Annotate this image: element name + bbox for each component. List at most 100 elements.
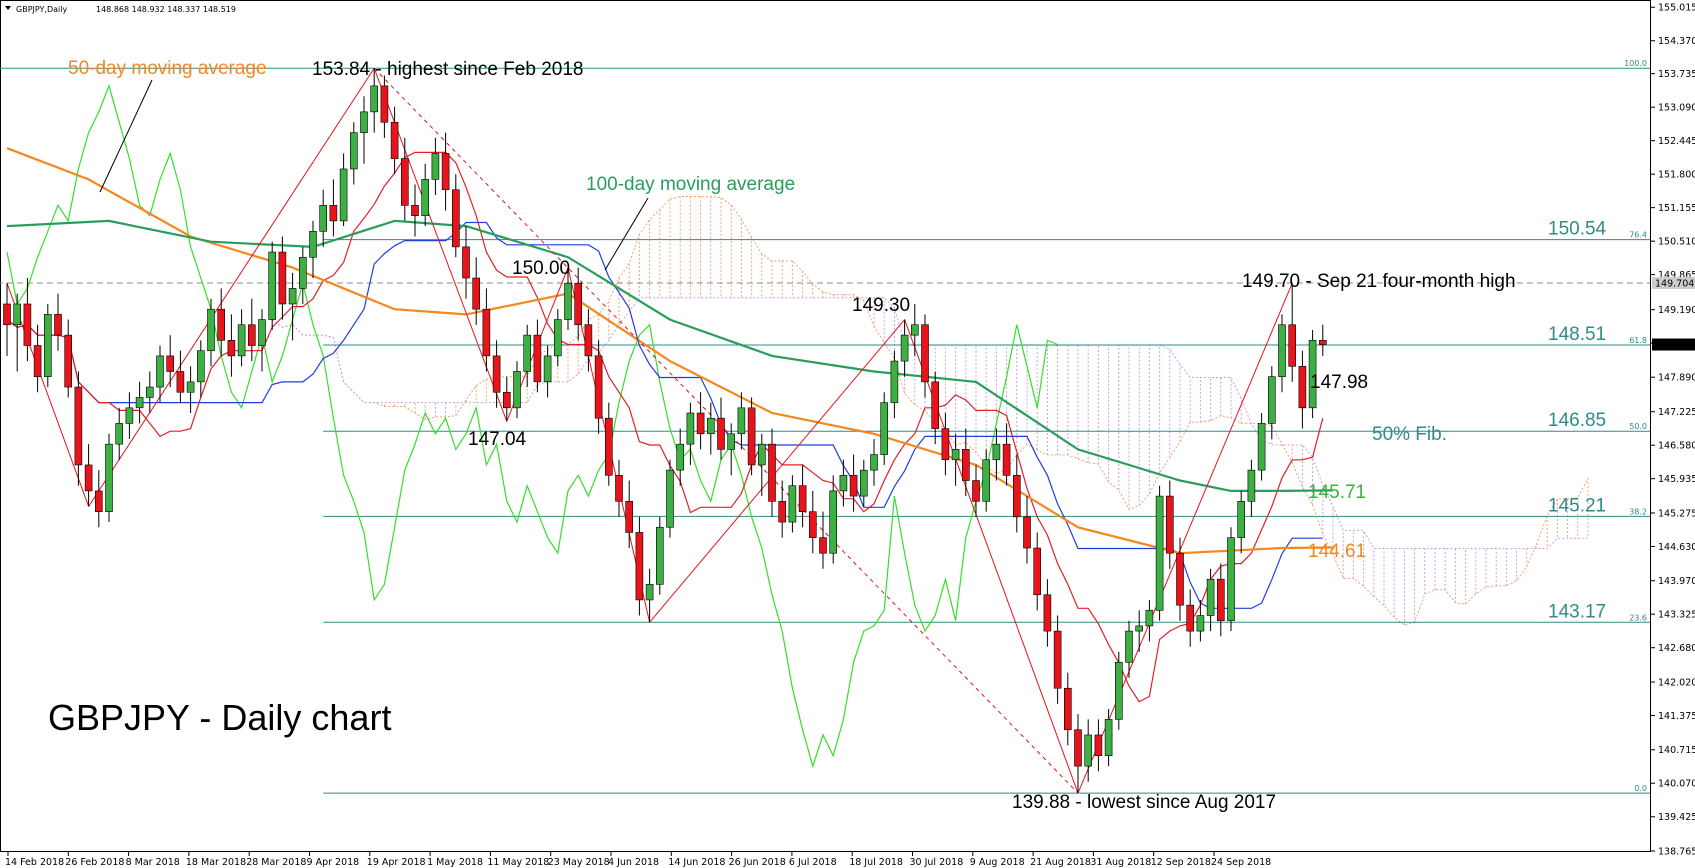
tenkan-sen-line <box>6 151 1324 703</box>
candle-body <box>727 433 736 450</box>
candle-body <box>1217 578 1225 622</box>
candle-body <box>737 407 746 435</box>
chikou-span-line <box>6 84 1058 769</box>
candle-body <box>961 449 970 481</box>
candle-body <box>441 153 450 191</box>
candle-body <box>84 464 93 492</box>
y-tick-label: 150.510 <box>1658 237 1695 248</box>
candle-body <box>972 480 980 502</box>
candle-body <box>1257 423 1266 471</box>
candle-body <box>298 256 307 289</box>
y-tick-label: 139.425 <box>1658 812 1695 823</box>
annotations: 50-day moving average 153.84 - highest s… <box>48 58 1516 813</box>
candle-body <box>635 532 644 601</box>
y-tick-label: 138.765 <box>1658 847 1695 858</box>
candle-body <box>604 417 613 476</box>
candle-body <box>1288 324 1296 367</box>
candle-body <box>13 303 21 326</box>
annotation-high: 153.84 - highest since Feb 2018 <box>312 59 583 80</box>
fib-ratio: 38.2 <box>1629 507 1647 516</box>
candle-body <box>808 511 817 538</box>
candle-body <box>319 205 328 232</box>
candle-body <box>258 319 266 346</box>
x-tick-label: 31 Aug 2018 <box>1090 857 1151 868</box>
fib-label: 150.54 <box>1548 219 1607 240</box>
candle-body <box>360 111 368 133</box>
candle-body <box>380 85 389 123</box>
x-tick-label: 12 Sep 2018 <box>1151 857 1211 868</box>
annotation-14461: 144.61 <box>1308 541 1366 562</box>
candle-body <box>717 417 725 450</box>
ma50-line <box>6 147 1334 555</box>
zigzag-segment <box>1077 283 1293 794</box>
high-price-label-box <box>1652 277 1695 290</box>
candle-body <box>166 355 174 372</box>
candle-body <box>54 314 62 336</box>
senkou-span-a <box>271 196 1589 626</box>
annotation-14571: 145.71 <box>1308 482 1366 503</box>
x-tick-label: 28 Mar 2018 <box>246 857 306 868</box>
x-tick-label: 18 Mar 2018 <box>186 857 246 868</box>
fib-label: 143.17 <box>1548 601 1606 622</box>
candle-body <box>268 251 277 320</box>
candle-body <box>931 381 940 429</box>
candle-body <box>1043 594 1052 632</box>
candle-body <box>421 179 430 217</box>
candle-body <box>156 355 164 388</box>
x-tick-label: 19 Apr 2018 <box>367 857 426 868</box>
candle-body <box>492 355 501 393</box>
y-tick-label: 153.090 <box>1658 103 1695 114</box>
candle-body <box>186 381 195 393</box>
x-tick-label: 26 Feb 2018 <box>65 857 124 868</box>
candle-body <box>115 423 123 445</box>
candle-body <box>135 397 144 409</box>
x-tick-label: 21 Aug 2018 <box>1030 857 1091 868</box>
candle-body <box>910 324 919 336</box>
candle-body <box>502 391 511 409</box>
y-tick-label: 154.370 <box>1658 36 1695 47</box>
candle-body <box>1084 734 1092 767</box>
candle-body <box>451 189 460 248</box>
candle-body <box>197 350 205 383</box>
candle-body <box>482 308 491 357</box>
current-price-label: 148.519 <box>1655 340 1694 351</box>
y-tick-label: 141.375 <box>1658 711 1695 722</box>
x-tick-label: 26 Jun 2018 <box>729 857 786 868</box>
candle-body <box>462 246 470 279</box>
candle-body <box>105 443 113 512</box>
candle-body <box>1135 625 1143 632</box>
x-tick-label: 30 Jul 2018 <box>910 857 964 868</box>
y-tick-label: 142.680 <box>1658 643 1695 654</box>
candle-body <box>1206 578 1215 616</box>
x-tick-label: 9 Aug 2018 <box>970 857 1025 868</box>
y-tick-label: 145.275 <box>1658 508 1695 519</box>
candles <box>3 68 1327 794</box>
candle-body <box>757 443 766 466</box>
candle-body <box>941 428 950 461</box>
zigzag-segment <box>649 319 905 623</box>
fib-ratio: 0.0 <box>1634 784 1647 793</box>
candle-body <box>900 334 909 362</box>
candle-body <box>1166 495 1174 554</box>
ohlc-values: 148.868 148.932 148.337 148.519 <box>96 5 236 14</box>
y-tick-label: 151.155 <box>1658 203 1695 214</box>
zigzag-segment <box>88 67 375 507</box>
candle-body <box>125 407 134 424</box>
annotation-sep-high: 149.70 - Sep 21 four-month high <box>1242 271 1516 292</box>
fib-label: 146.85 <box>1548 410 1606 431</box>
y-tick-label: 147.225 <box>1658 407 1695 418</box>
ma100-pointer <box>604 197 649 271</box>
current-price-label-box <box>1652 338 1695 351</box>
candle-body <box>615 475 623 502</box>
candle-body <box>645 584 654 601</box>
x-tick-label: 8 Mar 2018 <box>126 857 180 868</box>
candle-body <box>431 153 440 180</box>
candle-body <box>870 454 878 471</box>
x-tick-label: 6 Jul 2018 <box>789 857 837 868</box>
candle-body <box>1176 552 1184 606</box>
annotation-14798: 147.98 <box>1310 372 1368 393</box>
candle-body <box>1064 687 1072 731</box>
candle-body <box>1033 547 1041 596</box>
annotation-low: 139.88 - lowest since Aug 2017 <box>1012 792 1276 813</box>
candle-body <box>370 85 379 113</box>
